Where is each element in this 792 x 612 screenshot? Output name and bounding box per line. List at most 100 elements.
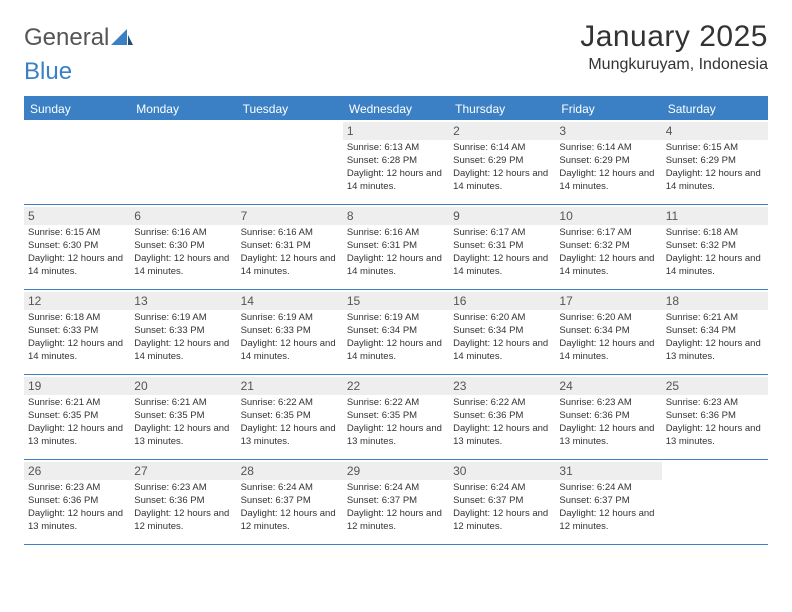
day-number: 26 [24, 462, 130, 480]
daylight-text: Daylight: 12 hours and 12 minutes. [347, 508, 445, 534]
brand-name-part2: Blue [24, 58, 72, 85]
sunrise-text: Sunrise: 6:24 AM [453, 482, 551, 495]
day-cell: 21 Sunrise: 6:22 AMSunset: 6:35 PMDayligh… [237, 375, 343, 459]
sunrise-text: Sunrise: 6:22 AM [241, 397, 339, 410]
day-cell: 22Sunrise: 6:22 AMSunset: 6:35 PMDayligh… [343, 375, 449, 459]
sunset-text: Sunset: 6:37 PM [453, 495, 551, 508]
day-number: 15 [343, 292, 449, 310]
sunrise-text: Sunrise: 6:24 AM [241, 482, 339, 495]
header: GeneralBlue January 2025 Mungkuruyam, In… [24, 20, 768, 86]
sunset-text: Sunset: 6:31 PM [241, 240, 339, 253]
day-number: 28 [237, 462, 343, 480]
sunset-text: Sunset: 6:32 PM [559, 240, 657, 253]
day-cell: 28Sunrise: 6:24 AMSunset: 6:37 PMDayligh… [237, 460, 343, 544]
day-cell: 31Sunrise: 6:24 AMSunset: 6:37 PMDayligh… [555, 460, 661, 544]
day-number: 23 [449, 377, 555, 395]
sunrise-text: Sunrise: 6:22 AM [347, 397, 445, 410]
sunrise-text: Sunrise: 6:21 AM [134, 397, 232, 410]
sunrise-text: Sunrise: 6:18 AM [666, 227, 764, 240]
day-number: 21 [237, 377, 343, 395]
sunset-text: Sunset: 6:33 PM [241, 325, 339, 338]
day-number: 11 [662, 207, 768, 225]
day-cell: 16 Sunrise: 6:20 AMSunset: 6:34 PMDayligh… [449, 290, 555, 374]
day-number: 5 [24, 207, 130, 225]
day-number: 16 [449, 292, 555, 310]
day-cell: 14Sunrise: 6:19 AMSunset: 6:33 PMDayligh… [237, 290, 343, 374]
daylight-text: Daylight: 12 hours and 13 minutes. [666, 338, 764, 364]
daylight-text: Daylight: 12 hours and 14 minutes. [453, 338, 551, 364]
day-cell: 25Sunrise: 6:23 AMSunset: 6:36 PMDayligh… [662, 375, 768, 459]
daylight-text: Daylight: 12 hours and 13 minutes. [241, 423, 339, 449]
day-number: 31 [555, 462, 661, 480]
day-number: 3 [555, 122, 661, 140]
daylight-text: Daylight: 12 hours and 14 minutes. [559, 253, 657, 279]
day-cell: 24Sunrise: 6:23 AMSunset: 6:36 PMDayligh… [555, 375, 661, 459]
week-row: 1Sunrise: 6:13 AMSunset: 6:28 PMDaylight… [24, 120, 768, 205]
day-cell [130, 120, 236, 204]
day-cell: 30Sunrise: 6:24 AMSunset: 6:37 PMDayligh… [449, 460, 555, 544]
daylight-text: Daylight: 12 hours and 14 minutes. [666, 168, 764, 194]
day-cell: 20Sunrise: 6:21 AMSunset: 6:35 PMDayligh… [130, 375, 236, 459]
day-number: 9 [449, 207, 555, 225]
sunset-text: Sunset: 6:33 PM [28, 325, 126, 338]
sunrise-text: Sunrise: 6:17 AM [453, 227, 551, 240]
day-cell: 15Sunrise: 6:19 AMSunset: 6:34 PMDayligh… [343, 290, 449, 374]
day-cell: 4Sunrise: 6:15 AMSunset: 6:29 PMDaylight… [662, 120, 768, 204]
sunrise-text: Sunrise: 6:20 AM [453, 312, 551, 325]
sunrise-text: Sunrise: 6:20 AM [559, 312, 657, 325]
daylight-text: Daylight: 12 hours and 13 minutes. [28, 423, 126, 449]
sunset-text: Sunset: 6:34 PM [453, 325, 551, 338]
sunrise-text: Sunrise: 6:24 AM [347, 482, 445, 495]
sunrise-text: Sunrise: 6:23 AM [134, 482, 232, 495]
day-cell: 23Sunrise: 6:22 AMSunset: 6:36 PMDayligh… [449, 375, 555, 459]
sunrise-text: Sunrise: 6:14 AM [453, 142, 551, 155]
daylight-text: Daylight: 12 hours and 12 minutes. [453, 508, 551, 534]
day-number: 7 [237, 207, 343, 225]
sunset-text: Sunset: 6:34 PM [347, 325, 445, 338]
sunset-text: Sunset: 6:28 PM [347, 155, 445, 168]
daylight-text: Daylight: 12 hours and 12 minutes. [559, 508, 657, 534]
sunset-text: Sunset: 6:30 PM [134, 240, 232, 253]
day-number: 13 [130, 292, 236, 310]
sail-icon [111, 24, 133, 52]
sunset-text: Sunset: 6:35 PM [241, 410, 339, 423]
sunset-text: Sunset: 6:36 PM [559, 410, 657, 423]
daylight-text: Daylight: 12 hours and 14 minutes. [347, 338, 445, 364]
daylight-text: Daylight: 12 hours and 14 minutes. [28, 338, 126, 364]
day-cell: 13Sunrise: 6:19 AMSunset: 6:33 PMDayligh… [130, 290, 236, 374]
weekday-cell: Friday [555, 98, 661, 120]
sunset-text: Sunset: 6:31 PM [453, 240, 551, 253]
day-number: 19 [24, 377, 130, 395]
weekday-cell: Wednesday [343, 98, 449, 120]
sunset-text: Sunset: 6:36 PM [453, 410, 551, 423]
week-row: 12Sunrise: 6:18 AMSunset: 6:33 PMDayligh… [24, 290, 768, 375]
daylight-text: Daylight: 12 hours and 13 minutes. [559, 423, 657, 449]
sunrise-text: Sunrise: 6:16 AM [347, 227, 445, 240]
title-block: January 2025 Mungkuruyam, Indonesia [580, 20, 768, 74]
sunset-text: Sunset: 6:36 PM [666, 410, 764, 423]
sunrise-text: Sunrise: 6:15 AM [28, 227, 126, 240]
day-number: 27 [130, 462, 236, 480]
day-number: 8 [343, 207, 449, 225]
daylight-text: Daylight: 12 hours and 14 minutes. [347, 253, 445, 279]
day-number: 4 [662, 122, 768, 140]
day-number: 29 [343, 462, 449, 480]
calendar: SundayMondayTuesdayWednesdayThursdayFrid… [24, 96, 768, 545]
sunset-text: Sunset: 6:37 PM [559, 495, 657, 508]
day-number: 2 [449, 122, 555, 140]
day-cell: 29Sunrise: 6:24 AMSunset: 6:37 PMDayligh… [343, 460, 449, 544]
weekday-cell: Saturday [662, 98, 768, 120]
sunset-text: Sunset: 6:35 PM [28, 410, 126, 423]
sunset-text: Sunset: 6:33 PM [134, 325, 232, 338]
sunrise-text: Sunrise: 6:23 AM [559, 397, 657, 410]
sunset-text: Sunset: 6:32 PM [666, 240, 764, 253]
weekday-cell: Monday [130, 98, 236, 120]
day-cell: 3Sunrise: 6:14 AMSunset: 6:29 PMDaylight… [555, 120, 661, 204]
daylight-text: Daylight: 12 hours and 14 minutes. [666, 253, 764, 279]
day-number: 20 [130, 377, 236, 395]
sunset-text: Sunset: 6:35 PM [134, 410, 232, 423]
daylight-text: Daylight: 12 hours and 13 minutes. [666, 423, 764, 449]
sunrise-text: Sunrise: 6:22 AM [453, 397, 551, 410]
sunset-text: Sunset: 6:36 PM [28, 495, 126, 508]
brand-name: GeneralBlue [24, 24, 133, 86]
